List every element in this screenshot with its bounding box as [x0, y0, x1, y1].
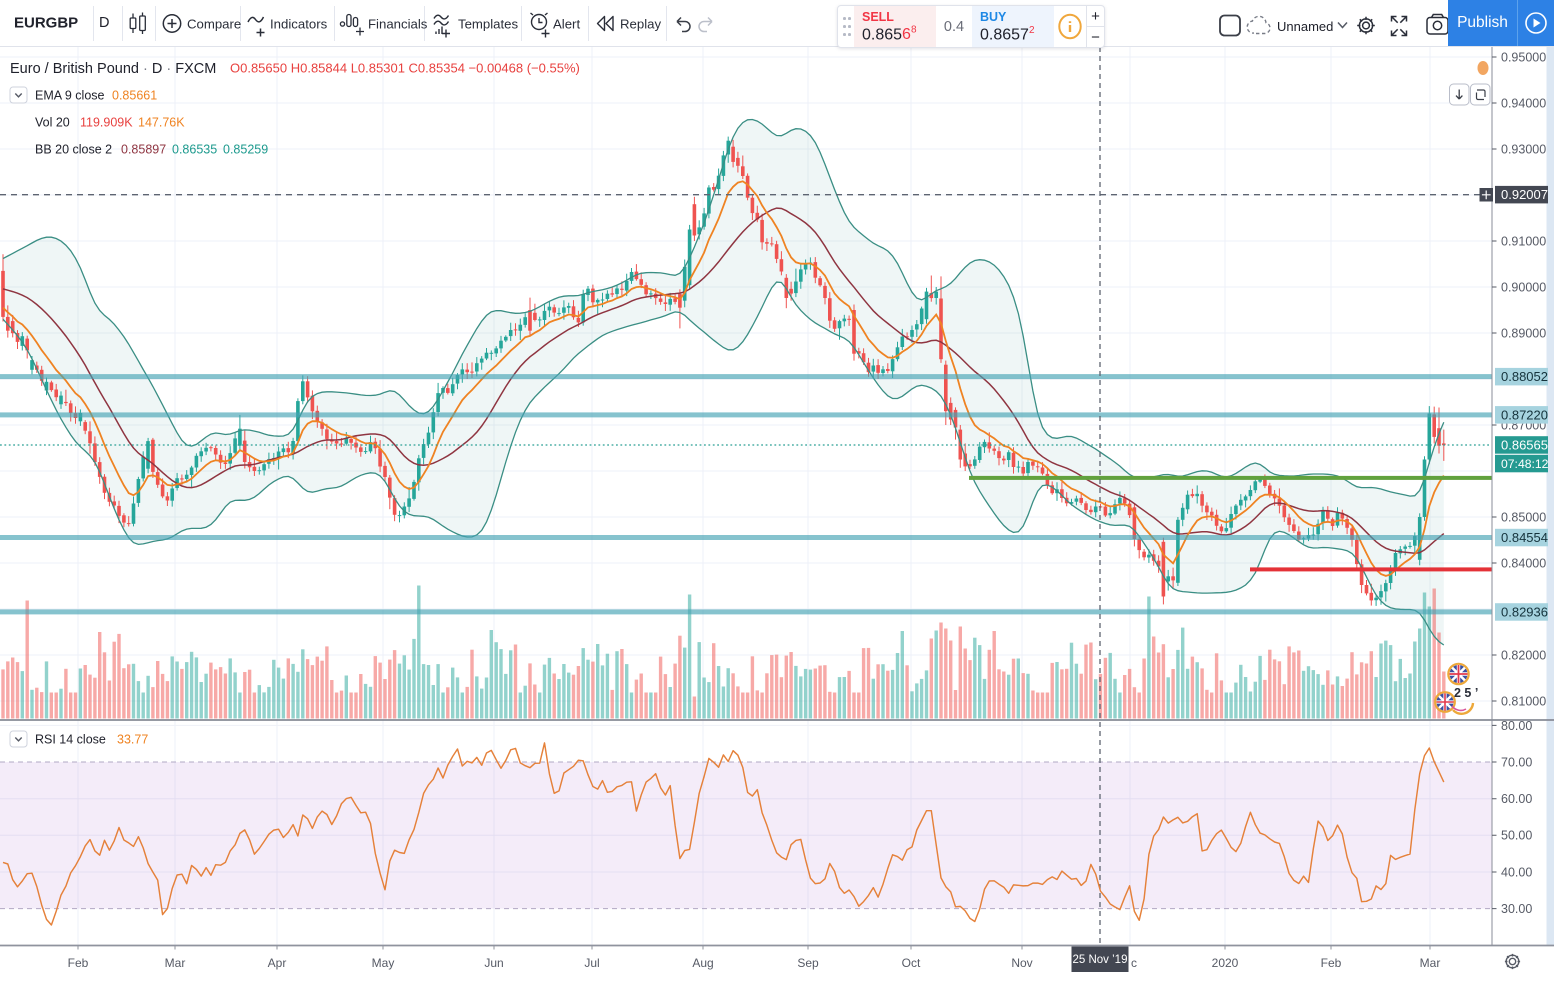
- svg-text:Euro / British Pound · D · FXC: Euro / British Pound · D · FXCM: [10, 61, 216, 77]
- svg-text:Oct: Oct: [902, 956, 921, 970]
- svg-text:0.91000: 0.91000: [1501, 234, 1546, 248]
- svg-text:0.86565: 0.86565: [1501, 438, 1548, 453]
- svg-text:Financials: Financials: [368, 17, 428, 32]
- svg-text:0.95000: 0.95000: [1501, 50, 1546, 64]
- svg-text:Aug: Aug: [692, 956, 713, 970]
- svg-text:119.909K: 119.909K: [80, 116, 133, 130]
- svg-text:07:48:12: 07:48:12: [1501, 457, 1549, 471]
- svg-text:BB 20 close 2: BB 20 close 2: [35, 143, 112, 157]
- svg-text:0.90000: 0.90000: [1501, 280, 1546, 294]
- svg-text:0.81000: 0.81000: [1501, 694, 1546, 708]
- svg-text:0.82936: 0.82936: [1501, 605, 1548, 620]
- svg-text:0.82000: 0.82000: [1501, 648, 1546, 662]
- svg-text:80.00: 80.00: [1501, 719, 1532, 733]
- svg-text:Indicators: Indicators: [270, 17, 328, 32]
- svg-text:147.76K: 147.76K: [138, 116, 185, 130]
- svg-text:May: May: [372, 956, 395, 970]
- svg-text:Unnamed: Unnamed: [1277, 19, 1333, 34]
- svg-text:Vol 20: Vol 20: [35, 116, 70, 130]
- svg-text:60.00: 60.00: [1501, 792, 1532, 806]
- svg-text:Compare: Compare: [187, 17, 241, 32]
- svg-text:0.94000: 0.94000: [1501, 96, 1546, 110]
- svg-text:2020: 2020: [1212, 956, 1239, 970]
- svg-text:33.77: 33.77: [117, 733, 148, 747]
- svg-text:0.85897: 0.85897: [121, 143, 166, 157]
- svg-text:0.88052: 0.88052: [1501, 369, 1548, 384]
- svg-text:30.00: 30.00: [1501, 902, 1532, 916]
- svg-text:RSI 14 close: RSI 14 close: [35, 733, 106, 747]
- svg-text:0.92007: 0.92007: [1501, 187, 1548, 202]
- svg-text:Templates: Templates: [458, 17, 519, 32]
- svg-text:25 Nov ’19: 25 Nov ’19: [1073, 954, 1128, 966]
- svg-text:Alert: Alert: [553, 17, 580, 32]
- svg-text:Jun: Jun: [484, 956, 503, 970]
- svg-text:Mar: Mar: [1420, 956, 1441, 970]
- svg-text:0.89000: 0.89000: [1501, 326, 1546, 340]
- svg-text:0.85259: 0.85259: [223, 143, 268, 157]
- svg-text:0.85661: 0.85661: [112, 89, 157, 103]
- svg-text:Feb: Feb: [1321, 956, 1342, 970]
- svg-text:40.00: 40.00: [1501, 865, 1532, 879]
- svg-text:Apr: Apr: [268, 956, 287, 970]
- svg-text:Mar: Mar: [165, 956, 186, 970]
- svg-text:Jul: Jul: [584, 956, 599, 970]
- svg-text:0.87220: 0.87220: [1501, 407, 1548, 422]
- svg-text:0.84554: 0.84554: [1501, 530, 1548, 545]
- svg-text:O0.85650 H0.85844 L0.85301: O0.85650 H0.85844 L0.85301 C0.85354 −0.0…: [230, 61, 580, 76]
- svg-text:Replay: Replay: [620, 17, 661, 32]
- svg-text:Feb: Feb: [68, 956, 89, 970]
- svg-text:2 5 ’: 2 5 ’: [1454, 686, 1478, 700]
- svg-text:0.84000: 0.84000: [1501, 556, 1546, 570]
- svg-text:EMA 9 close: EMA 9 close: [35, 89, 105, 103]
- svg-text:70.00: 70.00: [1501, 755, 1532, 769]
- svg-text:0.86535: 0.86535: [172, 143, 217, 157]
- svg-text:Sep: Sep: [797, 956, 819, 970]
- svg-text:0.85000: 0.85000: [1501, 510, 1546, 524]
- svg-text:50.00: 50.00: [1501, 829, 1532, 843]
- svg-text:0.93000: 0.93000: [1501, 142, 1546, 156]
- svg-text:Nov: Nov: [1011, 956, 1032, 970]
- svg-text:c: c: [1131, 956, 1137, 970]
